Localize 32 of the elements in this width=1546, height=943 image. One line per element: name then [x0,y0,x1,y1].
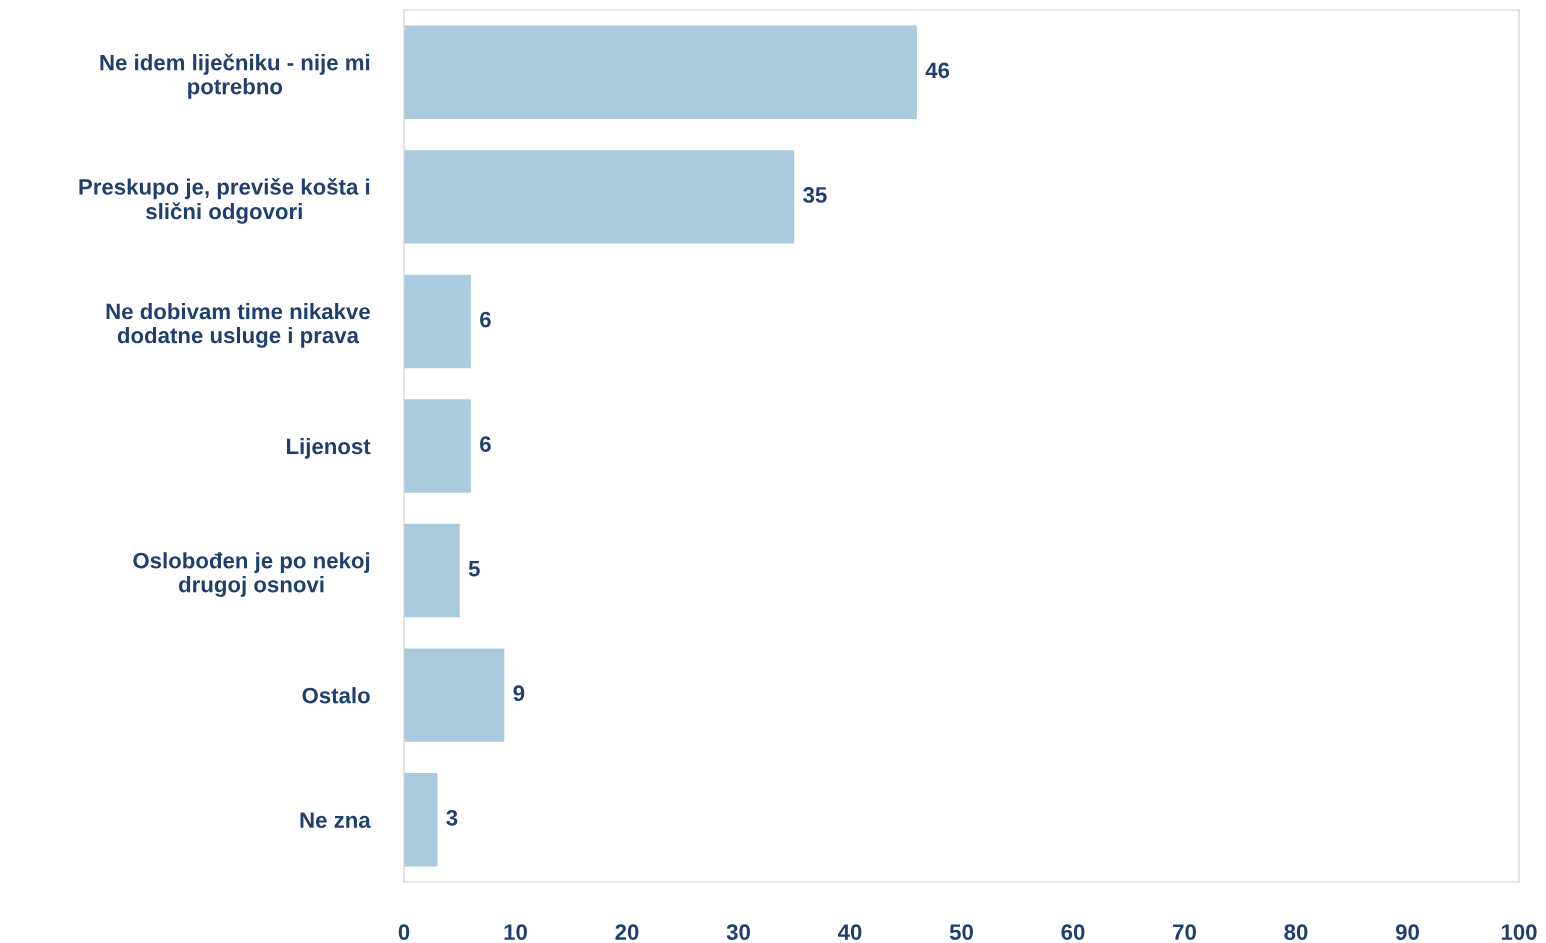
x-tick-label: 0 [398,924,410,940]
y-tick-label: Lijenost [286,437,371,459]
bar [404,523,460,618]
bar [404,773,438,867]
data-label: 46 [925,62,950,79]
x-tick-label: 30 [726,924,750,941]
bar [404,399,471,493]
x-tick-label: 100 [1501,924,1537,940]
y-tick-label: Oslobođen je po nekoj drugoj osnovi [133,552,370,597]
y-tick-label: Ne idem liječniku - nije mi potrebno [100,53,370,99]
x-tick-label: 20 [615,924,639,940]
x-tick-label: 90 [1395,924,1419,940]
data-label: 35 [803,187,827,203]
x-tick-label: 50 [949,924,973,940]
y-tick-label: Ne dobivam time nikakve dodatne usluge i prava [106,303,370,348]
bar [404,648,505,742]
x-tick-label: 10 [504,924,527,940]
x-tick-label: 60 [1061,924,1085,940]
y-tick-label: Ostalo [302,687,370,704]
y-tick-label: Preskupo je, previše košta i slični odgovori [79,177,370,224]
y-tick-label: Ne zna [300,812,371,828]
data-label: 6 [480,436,491,452]
data-label: 5 [468,561,480,577]
x-tick-label: 80 [1284,924,1308,940]
x-tick-label: 70 [1173,924,1196,940]
x-tick-label: 40 [837,924,862,940]
data-label: 6 [480,311,491,328]
bar [404,25,917,119]
data-label: 3 [446,809,458,826]
bar [404,274,471,369]
bar [404,150,795,244]
data-label: 9 [513,685,525,702]
